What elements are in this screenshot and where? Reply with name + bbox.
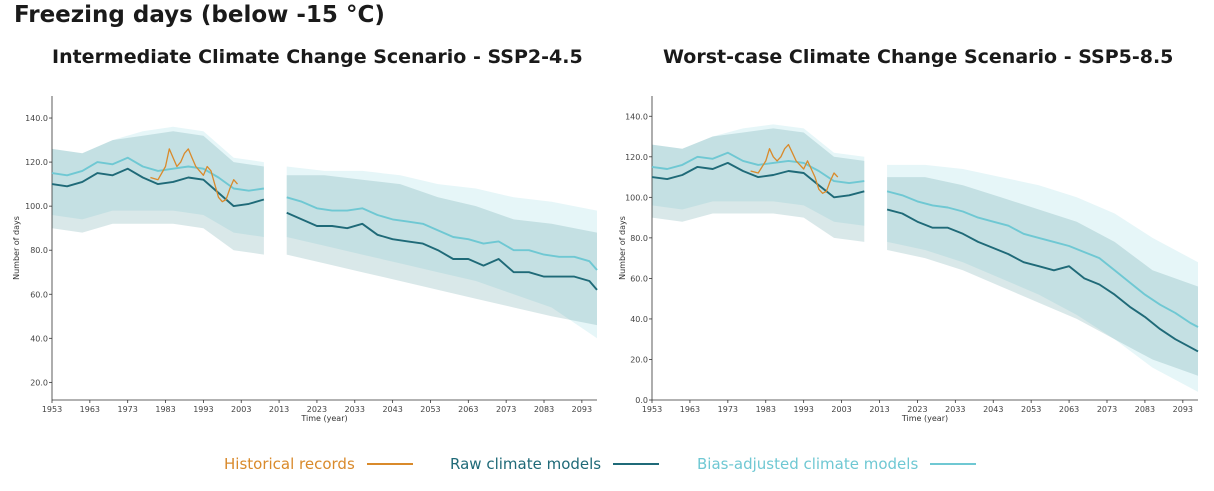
y-axis-label: Number of days: [618, 216, 627, 280]
legend-raw-swatch: [613, 463, 660, 465]
series-raw-seg0: [651, 161, 865, 199]
x-tick-label: 2003: [831, 405, 851, 414]
y-tick-label: 120.0: [625, 153, 648, 162]
series-bias-seg0: [51, 156, 265, 192]
band-raw-seg0: [652, 128, 865, 242]
x-tick-label: 2073: [1097, 405, 1117, 414]
chart-ssp2-4-5: 20.0 40.0 60.0 80.0 100.0 120.0 140.0 1953 1963 1…: [12, 96, 598, 423]
x-tick-label: 1953: [42, 405, 62, 414]
series-bias-seg1: [886, 190, 1199, 328]
x-tick-label: 2053: [420, 405, 440, 414]
series-bias-seg0: [651, 151, 865, 185]
legend-bias-swatch: [930, 463, 977, 465]
x-tick-label: 1973: [718, 405, 738, 414]
band-bias-seg0: [652, 124, 865, 226]
band-bias-seg1: [887, 164, 1198, 392]
y-tick-label: 80.0: [630, 234, 648, 243]
x-tick-label: 1983: [756, 405, 776, 414]
x-axis-label: Time (year): [300, 414, 347, 423]
y-tick-label: 60.0: [30, 290, 48, 299]
legend-bias: Bias-adjusted climate models: [697, 455, 977, 473]
x-tick-label: 2063: [458, 405, 478, 414]
x-tick-label: 2093: [572, 405, 592, 414]
y-tick-label: 120.0: [25, 158, 48, 167]
series-raw-seg1: [286, 211, 598, 291]
series-historical-seg0: [150, 148, 238, 203]
band-bias-seg0: [52, 126, 264, 237]
legend-historical-label: Historical records: [224, 455, 355, 473]
x-tick-label: 2023: [907, 405, 927, 414]
x-tick-label: 2023: [307, 405, 327, 414]
legend-raw: Raw climate models: [450, 455, 660, 473]
legend-raw-label: Raw climate models: [450, 455, 602, 473]
y-tick-label: 20.0: [30, 378, 48, 387]
x-tick-label: 2013: [869, 405, 889, 414]
x-tick-label: 1993: [793, 405, 813, 414]
legend-historical-swatch: [366, 463, 413, 465]
series-raw-seg1: [886, 208, 1199, 353]
chart-ssp5-8-5: 0.0 20.0 40.0 60.0 80.0 100.0 120.0 140.0 1953 19…: [618, 96, 1199, 423]
series-bias-seg1: [286, 196, 598, 271]
x-tick-label: 2073: [496, 405, 516, 414]
x-tick-label: 2093: [1173, 405, 1193, 414]
x-tick-label: 2033: [345, 405, 365, 414]
x-tick-label: 1973: [118, 405, 138, 414]
page-title: Freezing days (below -15 °C): [14, 2, 385, 28]
y-tick-label: 140.0: [625, 112, 648, 121]
y-axis-label: Number of days: [12, 216, 21, 280]
x-tick-label: 1963: [680, 405, 700, 414]
y-tick-label: 60.0: [630, 274, 648, 283]
x-tick-label: 2033: [945, 405, 965, 414]
x-tick-label: 1993: [193, 405, 213, 414]
y-tick-label: 40.0: [630, 315, 648, 324]
x-tick-label: 2053: [1021, 405, 1041, 414]
y-tick-label: 100.0: [625, 193, 648, 202]
x-tick-label: 2043: [983, 405, 1003, 414]
x-tick-label: 2063: [1059, 405, 1079, 414]
x-tick-label: 1983: [155, 405, 175, 414]
y-tick-label: 80.0: [30, 246, 48, 255]
y-tick-label: 20.0: [630, 355, 648, 364]
band-raw-seg0: [52, 131, 264, 255]
legend-bias-label: Bias-adjusted climate models: [697, 455, 919, 473]
x-tick-label: 1963: [80, 405, 100, 414]
x-tick-label: 2083: [534, 405, 554, 414]
series-raw-seg0: [51, 167, 265, 208]
x-tick-label: 2013: [269, 405, 289, 414]
band-raw-seg1: [286, 175, 597, 326]
y-tick-label: 0.0: [635, 396, 648, 405]
series-historical-seg0: [750, 143, 839, 194]
y-tick-label: 40.0: [30, 334, 48, 343]
x-axis-label: Time (year): [901, 414, 948, 423]
chart-2-title: Worst-case Climate Change Scenario - SSP…: [663, 46, 1174, 68]
x-tick-label: 2003: [231, 405, 251, 414]
y-tick-label: 100.0: [25, 202, 48, 211]
chart-1-title: Intermediate Climate Change Scenario - S…: [52, 46, 583, 68]
legend-historical: Historical records: [224, 455, 413, 473]
x-tick-label: 2043: [382, 405, 402, 414]
legend: Historical records Raw climate models Bi…: [0, 455, 1214, 479]
x-tick-label: 2083: [1135, 405, 1155, 414]
x-tick-label: 1953: [642, 405, 662, 414]
band-raw-seg1: [887, 177, 1198, 376]
y-tick-label: 140.0: [25, 114, 48, 123]
